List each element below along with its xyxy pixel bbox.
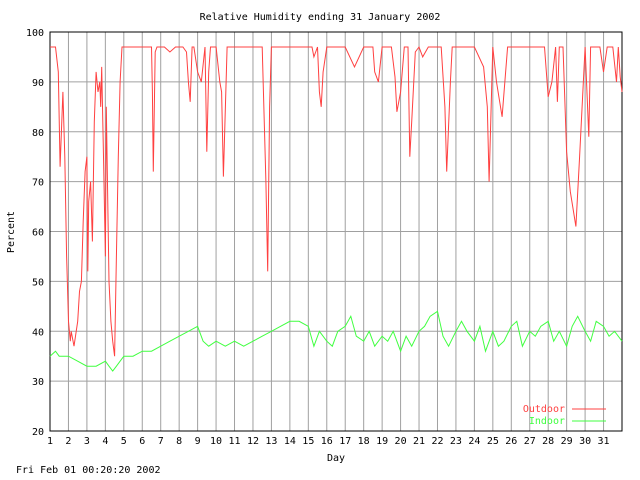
x-tick-label: 18: [358, 436, 370, 447]
y-axis-label: Percent: [6, 211, 17, 253]
x-tick-label: 3: [84, 436, 90, 447]
series-line-indoor: [49, 310, 623, 372]
legend-label-outdoor: Outdoor: [523, 404, 565, 415]
x-tick-label: 22: [431, 436, 443, 447]
x-tick-label: 15: [302, 436, 314, 447]
x-tick-label: 30: [579, 436, 591, 447]
x-tick-label: 29: [561, 436, 573, 447]
generated-timestamp: Fri Feb 01 00:20:20 2002: [16, 465, 161, 476]
y-tick-label: 80: [32, 128, 44, 139]
x-tick-label: 27: [524, 436, 536, 447]
x-tick-label: 31: [598, 436, 610, 447]
x-tick-label: 5: [121, 436, 127, 447]
x-tick-label: 4: [102, 436, 108, 447]
y-tick-label: 60: [32, 228, 44, 239]
y-tick-label: 20: [32, 427, 44, 438]
x-tick-label: 23: [450, 436, 462, 447]
x-axis-label: Day: [327, 453, 345, 464]
y-axis-ticks: 20 30 40 50 60 70 80 90 100: [26, 28, 44, 438]
y-tick-label: 70: [32, 178, 44, 189]
x-tick-label: 9: [195, 436, 201, 447]
y-tick-label: 90: [32, 78, 44, 89]
x-tick-label: 28: [542, 436, 554, 447]
x-tick-label: 21: [413, 436, 425, 447]
x-tick-label: 26: [505, 436, 517, 447]
x-tick-label: 14: [284, 436, 296, 447]
x-tick-label: 12: [247, 436, 259, 447]
y-tick-label: 40: [32, 327, 44, 338]
x-tick-label: 13: [265, 436, 277, 447]
x-tick-label: 25: [487, 436, 499, 447]
plot-frame: [49, 31, 623, 432]
chart-plot-area: [49, 45, 623, 372]
x-tick-label: 6: [139, 436, 145, 447]
x-tick-label: 24: [468, 436, 480, 447]
x-axis-ticks: 1 2 3 4 5 6 7 8 9 10 11 12 13 14 15 16 17 18 19 20 21 22 23 24 2…: [47, 436, 610, 447]
chart-grid: [49, 31, 623, 432]
x-tick-label: 19: [376, 436, 388, 447]
x-tick-label: 20: [395, 436, 407, 447]
x-tick-label: 16: [321, 436, 333, 447]
x-tick-label: 8: [176, 436, 182, 447]
y-tick-label: 50: [32, 277, 44, 288]
x-tick-label: 7: [158, 436, 164, 447]
chart-title: Relative Humidity ending 31 January 2002: [200, 12, 441, 23]
x-tick-label: 10: [210, 436, 222, 447]
x-tick-label: 1: [47, 436, 53, 447]
legend-label-indoor: Indoor: [529, 416, 565, 427]
series-line-outdoor: [50, 45, 623, 357]
y-tick-label: 100: [26, 28, 44, 39]
x-tick-label: 17: [339, 436, 351, 447]
y-tick-label: 30: [32, 377, 44, 388]
x-tick-label: 11: [228, 436, 240, 447]
x-tick-label: 2: [65, 436, 71, 447]
